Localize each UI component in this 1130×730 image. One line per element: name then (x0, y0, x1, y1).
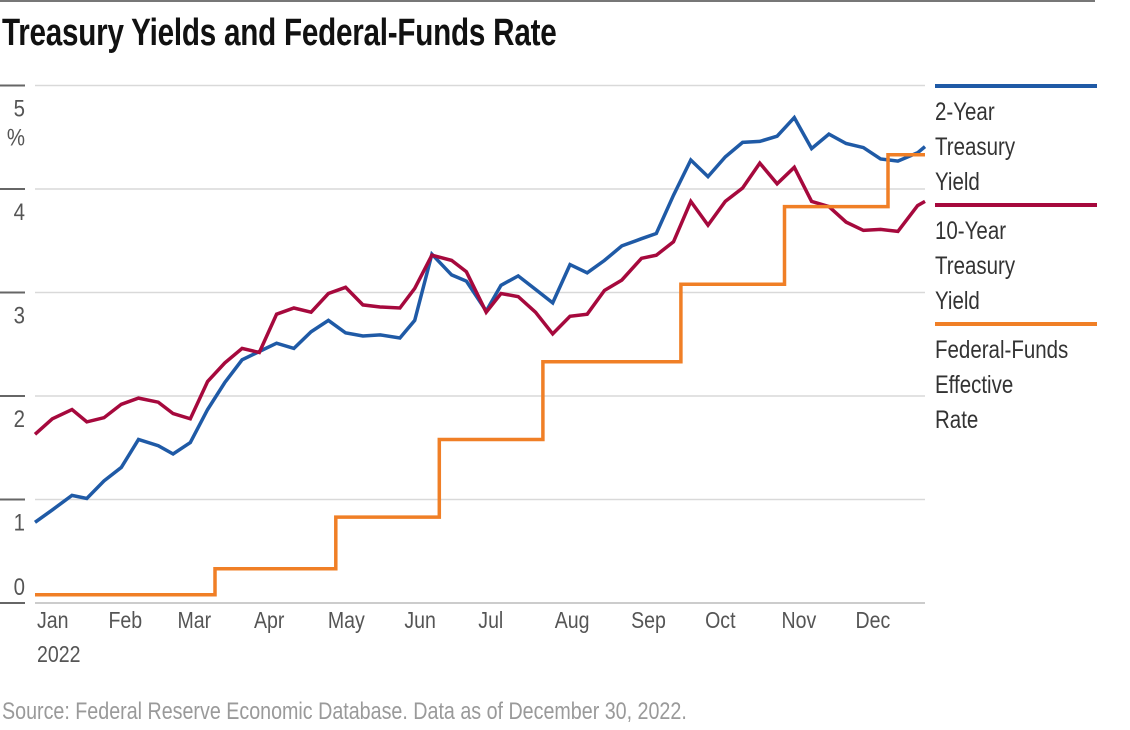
x-tick-label: Apr (254, 608, 284, 634)
series-line-10yr (33, 160, 926, 436)
legend-label: 10-Year (935, 216, 1006, 244)
legend-label: Effective (935, 370, 1013, 398)
legend-label: Treasury (935, 251, 1016, 279)
series-line-fed-funds (35, 153, 925, 597)
x-tick-label: Dec (856, 608, 891, 634)
legend-label: Rate (935, 405, 978, 433)
x-tick-label: Jan (37, 608, 68, 634)
y-unit-label: % (7, 124, 25, 151)
legend-label: Yield (935, 167, 980, 195)
legend-label: Yield (935, 286, 980, 314)
x-tick-label: Mar (178, 608, 212, 634)
x-tick-label: May (328, 608, 365, 634)
chart-title: Treasury Yields and Federal-Funds Rate (2, 12, 557, 54)
x-tick-label: Jun (404, 608, 435, 634)
x-tick-label: Sep (631, 608, 666, 634)
y-tick-label: 1 (14, 509, 25, 536)
y-tick-label: 5 (14, 95, 25, 122)
y-tick-label: 3 (14, 302, 25, 329)
y-tick-label: 4 (14, 198, 25, 225)
y-tick-label: 2 (14, 405, 25, 432)
y-tick-label: 0 (14, 573, 25, 600)
x-tick-label: Jul (478, 608, 503, 634)
x-year-label: 2022 (37, 642, 80, 668)
x-tick-label: Feb (108, 608, 142, 634)
legend-label: Federal-Funds (935, 335, 1068, 363)
source-note: Source: Federal Reserve Economic Databas… (2, 698, 687, 725)
series-line-2yr (33, 114, 927, 524)
x-tick-label: Aug (555, 608, 590, 634)
legend-label: Treasury (935, 132, 1016, 160)
x-tick-label: Nov (782, 608, 817, 634)
top-rule (0, 0, 1095, 2)
legend-label: 2-Year (935, 97, 995, 125)
x-tick-label: Oct (705, 608, 735, 634)
